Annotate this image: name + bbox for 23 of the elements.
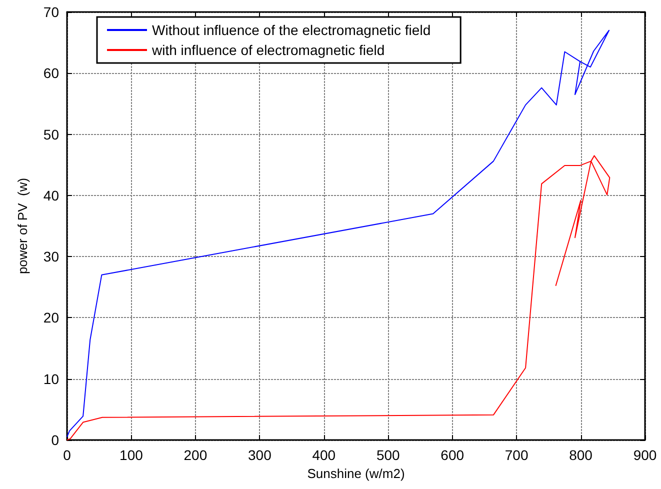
y-tick-label: 0 — [51, 432, 60, 448]
line-series — [66, 155, 610, 440]
y-tick-label: 10 — [43, 370, 60, 387]
y-tick-label: 20 — [43, 310, 60, 326]
x-tick-label: 300 — [248, 447, 272, 463]
legend-label: Without influence of the electromagnetic field — [152, 22, 431, 38]
x-tick-label: 200 — [184, 447, 208, 463]
y-tick-label: 50 — [43, 126, 60, 142]
x-tick-label: 500 — [376, 447, 400, 463]
x-tick-label: 100 — [120, 447, 144, 463]
x-tick-label: 800 — [569, 447, 593, 463]
x-tick-label: 0 — [63, 447, 72, 463]
y-tick-label: 30 — [43, 248, 60, 265]
y-tick-label: 40 — [43, 187, 60, 204]
y-tick-label: 70 — [43, 4, 60, 20]
x-tick-label: 700 — [504, 447, 528, 463]
y-axis-title: power of PV (w) — [15, 178, 30, 274]
x-tick-label: 900 — [633, 447, 657, 463]
legend-label: with influence of electromagnetic field — [151, 42, 385, 58]
x-tick-label: 600 — [440, 447, 464, 463]
x-axis-title: Sunshine (w/m2) — [307, 466, 405, 481]
x-tick-label: 400 — [312, 447, 336, 463]
y-tick-label: 60 — [43, 65, 60, 82]
